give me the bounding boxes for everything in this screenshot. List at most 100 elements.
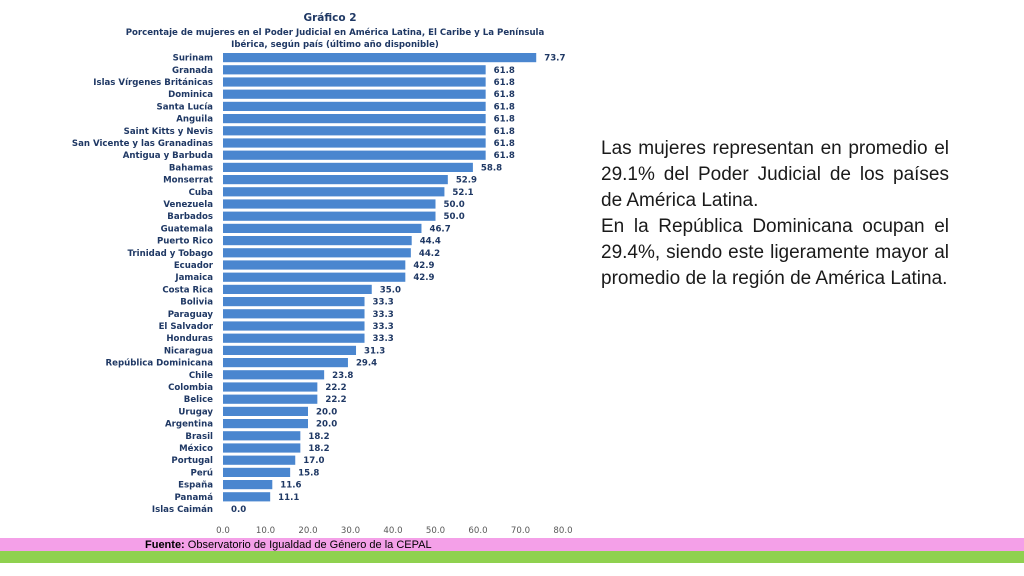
category-label: México [179, 443, 213, 454]
value-label: 18.2 [308, 444, 329, 454]
category-label: Portugal [171, 456, 213, 466]
bar [223, 297, 365, 307]
bar [223, 321, 365, 331]
bar [223, 138, 486, 148]
bar [223, 370, 325, 380]
x-tick-label: 80.0 [553, 526, 572, 536]
x-tick-label: 10.0 [256, 526, 275, 536]
value-label: 61.8 [494, 78, 515, 88]
category-label: República Dominicana [106, 359, 214, 369]
category-label: San Vicente y las Granadinas [72, 139, 213, 149]
value-label: 73.7 [544, 54, 565, 64]
value-label: 50.0 [444, 200, 465, 210]
category-label: Puerto Rico [157, 237, 213, 247]
summary-text: Las mujeres representan en promedio el 2… [601, 136, 949, 292]
bar [223, 394, 318, 404]
value-label: 61.8 [494, 90, 515, 100]
chart-title: Gráfico 2 [303, 12, 356, 24]
bar [223, 114, 486, 124]
bar [223, 175, 448, 185]
category-label: Granada [172, 66, 213, 76]
category-label: Anguila [176, 115, 213, 125]
category-label: España [178, 481, 213, 491]
bar [223, 236, 412, 246]
category-label: El Salvador [159, 322, 214, 332]
value-label: 42.9 [413, 273, 434, 283]
category-label: Colombia [168, 383, 213, 393]
value-label: 52.9 [456, 176, 477, 186]
bar [223, 162, 473, 172]
category-label: Belice [184, 395, 213, 405]
bars-group [223, 53, 537, 502]
bar [223, 406, 308, 416]
category-label: Urugay [178, 407, 213, 417]
bar [223, 126, 486, 136]
bar [223, 187, 445, 197]
bar [223, 248, 411, 258]
value-label: 0.0 [231, 505, 246, 515]
bar-chart: Gráfico 2 Porcentaje de mujeres en el Po… [72, 12, 573, 536]
category-label: Bolivia [180, 298, 213, 308]
category-label: Ecuador [174, 261, 214, 271]
value-label: 44.4 [420, 237, 441, 247]
value-label: 20.0 [316, 407, 337, 417]
category-label: Perú [191, 468, 213, 478]
source-label: Fuente: [145, 539, 185, 551]
value-label: 33.3 [373, 310, 394, 320]
bar [223, 431, 301, 441]
footer-band-green [0, 551, 1024, 563]
source-note: Fuente: Observatorio de Igualdad de Géne… [145, 539, 432, 552]
bar [223, 223, 422, 233]
source-text: Observatorio de Igualdad de Género de la… [184, 539, 432, 551]
category-label: Santa Lucía [157, 102, 214, 112]
category-labels: Surinam Granada Islas Vírgenes Británicas D… [72, 54, 214, 515]
value-label: 61.8 [494, 151, 515, 161]
value-label: 33.3 [373, 322, 394, 332]
category-label: Islas Vírgenes Británicas [93, 78, 213, 88]
bar [223, 333, 365, 343]
value-label: 61.8 [494, 102, 515, 112]
bar [223, 382, 318, 392]
summary-paragraph-2: En la República Dominicana ocupan el 29.… [601, 216, 949, 289]
category-label: Saint Kitts y Nevis [124, 127, 213, 137]
bar [223, 211, 436, 221]
value-label: 18.2 [308, 432, 329, 442]
bar [223, 443, 301, 453]
value-labels: 73.7 61.8 61.8 61.8 61.8 61.8 61.8 61.8 61.8 58.8… [231, 54, 565, 515]
category-label: Dominica [168, 90, 213, 100]
category-label: Monserrat [163, 176, 213, 186]
value-label: 42.9 [413, 261, 434, 271]
category-label: Antigua y Barbuda [123, 151, 213, 161]
bar [223, 345, 357, 355]
category-label: Surinam [173, 54, 213, 64]
value-label: 15.8 [298, 468, 319, 478]
value-label: 22.2 [325, 383, 346, 393]
bar [223, 480, 273, 490]
value-label: 11.1 [278, 493, 299, 503]
x-axis-ticks: 0.0 10.0 20.0 30.0 40.0 50.0 60.0 70.0 80.0 [216, 526, 572, 536]
value-label: 33.3 [373, 298, 394, 308]
value-label: 20.0 [316, 420, 337, 430]
chart-subtitle-line-1: Porcentaje de mujeres en el Poder Judici… [126, 27, 545, 38]
bar [223, 419, 308, 429]
category-label: Trinidad y Tobago [128, 249, 214, 259]
bar [223, 455, 296, 465]
value-label: 61.8 [494, 139, 515, 149]
category-label: Barbados [167, 212, 213, 222]
bar [223, 260, 406, 270]
category-label: Panamá [174, 493, 213, 503]
category-label: Argentina [165, 420, 213, 430]
bar [223, 309, 365, 319]
value-label: 61.8 [494, 127, 515, 137]
category-label: Paraguay [168, 310, 214, 320]
category-label: Bahamas [169, 163, 213, 173]
value-label: 31.3 [364, 346, 385, 356]
value-label: 58.8 [481, 163, 502, 173]
value-label: 46.7 [429, 224, 450, 234]
value-label: 17.0 [303, 456, 324, 466]
x-tick-label: 30.0 [341, 526, 360, 536]
x-tick-label: 50.0 [426, 526, 445, 536]
category-label: Guatemala [161, 224, 214, 234]
bar [223, 358, 348, 368]
bar [223, 65, 486, 75]
